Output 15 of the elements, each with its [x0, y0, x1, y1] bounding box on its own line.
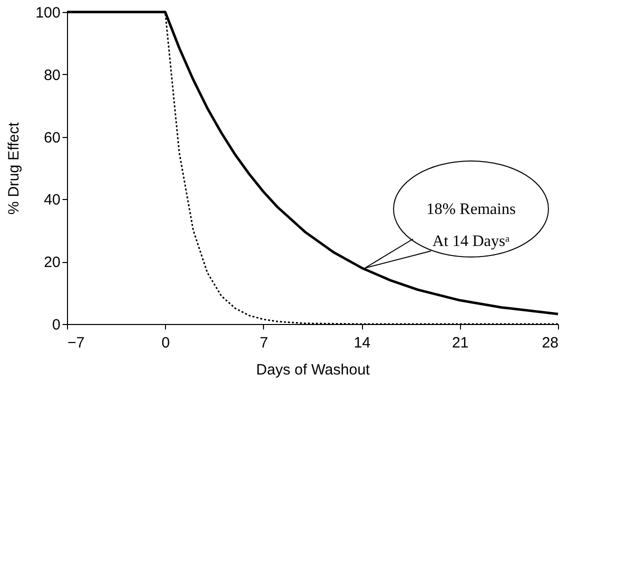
- y-axis-title: % Drug Effect: [5, 122, 22, 215]
- y-tick-label: 40: [44, 192, 60, 209]
- y-tick-label: 20: [44, 254, 60, 272]
- x-tick-label: 21: [452, 334, 469, 352]
- x-tick-label: 7: [260, 334, 268, 352]
- y-tick-label: 0: [52, 316, 60, 334]
- x-tick-label: 0: [162, 334, 170, 352]
- y-tick-label: 80: [44, 66, 60, 84]
- annotation: 18% Remains At 14 Daysᵃ: [426, 201, 516, 250]
- x-tick-label: −7: [68, 334, 85, 352]
- x-tick-label: 14: [354, 334, 370, 352]
- y-tick-label: 100: [35, 4, 60, 22]
- y-tick-label: 60: [44, 129, 60, 146]
- x-axis-title: Days of Washout: [256, 362, 371, 378]
- x-tick-label: 28: [542, 334, 558, 352]
